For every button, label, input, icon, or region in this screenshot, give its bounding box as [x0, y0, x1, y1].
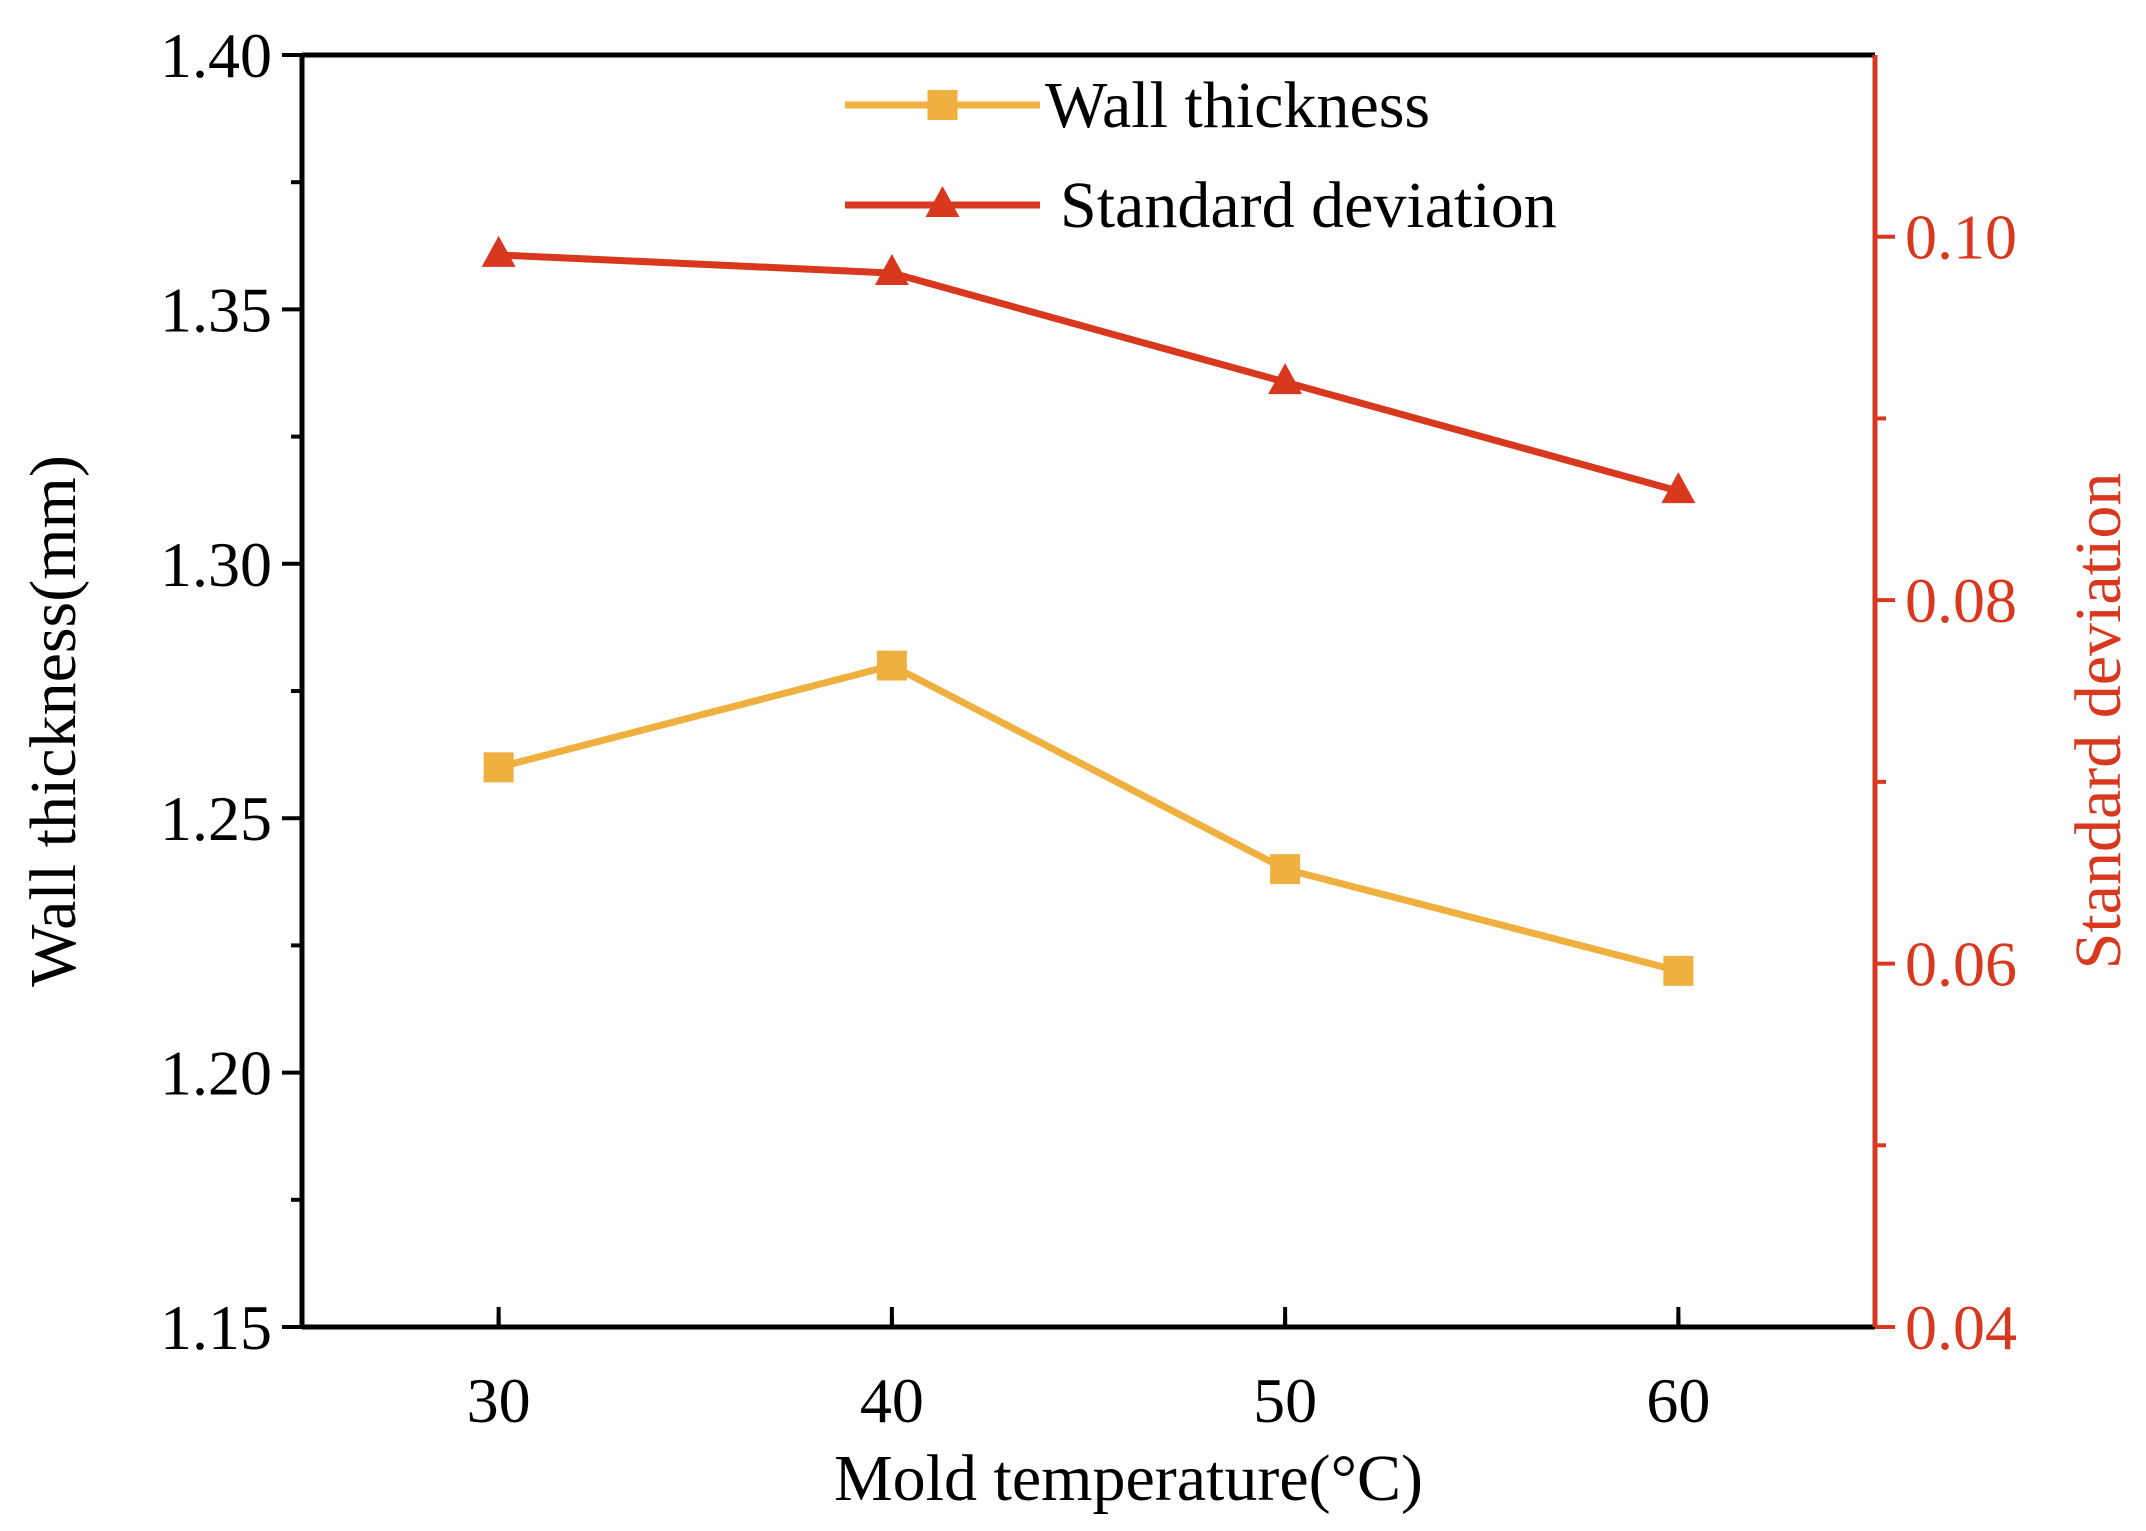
x-axis-title: Mold temperature(°C) — [834, 1442, 1423, 1515]
series-line-wall-thickness — [497, 662, 1680, 975]
legend-marker-standard-deviation — [925, 186, 960, 217]
y-right-tick-label-0.06: 0.06 — [1905, 929, 2017, 1000]
x-tick-label-60: 60 — [1646, 1365, 1710, 1436]
y-left-tick-label-1.30: 1.30 — [160, 529, 272, 600]
y-right-tick-label-0.04: 0.04 — [1905, 1292, 2017, 1363]
plot-frame — [299, 52, 1878, 1330]
x-tick-label-30: 30 — [467, 1365, 531, 1436]
x-tick-label-50: 50 — [1253, 1365, 1317, 1436]
legend-label-wall-thickness: Wall thickness — [1045, 69, 1430, 142]
data-point-standard-deviation-60 — [1661, 472, 1696, 504]
y-right-tick-label-0.08: 0.08 — [1905, 565, 2017, 636]
legend-label-standard-deviation: Standard deviation — [1060, 169, 1557, 242]
data-point-wall-thickness-30 — [483, 752, 514, 783]
data-point-standard-deviation-50 — [1268, 363, 1303, 395]
y-axis-right-title: Standard deviation — [2062, 473, 2135, 970]
legend: Wall thickness Standard deviation — [845, 69, 1557, 242]
legend-marker-wall-thickness — [927, 90, 958, 120]
x-tick-label-40: 40 — [860, 1365, 924, 1436]
y-left-tick-label-1.15: 1.15 — [160, 1292, 272, 1363]
y-left-tick-label-1.25: 1.25 — [160, 783, 272, 854]
y-axis-left-title: Wall thickness(mm) — [17, 455, 90, 987]
data-point-wall-thickness-50 — [1270, 854, 1301, 885]
data-point-standard-deviation-30 — [481, 235, 516, 267]
series-line-standard-deviation — [498, 251, 1680, 495]
data-point-wall-thickness-40 — [876, 650, 907, 681]
data-point-standard-deviation-40 — [874, 254, 909, 286]
y-right-tick-label-0.10: 0.10 — [1905, 202, 2017, 273]
y-left-tick-label-1.40: 1.40 — [160, 20, 272, 91]
axis-ticks: 30 40 50 60 1.15 1.20 1.25 1.30 1.35 1.40 0.04 0.06… — [160, 20, 2017, 1436]
data-point-wall-thickness-60 — [1663, 955, 1694, 986]
series-layer — [481, 235, 1696, 986]
y-left-tick-label-1.35: 1.35 — [160, 274, 272, 345]
y-left-tick-label-1.20: 1.20 — [160, 1038, 272, 1109]
